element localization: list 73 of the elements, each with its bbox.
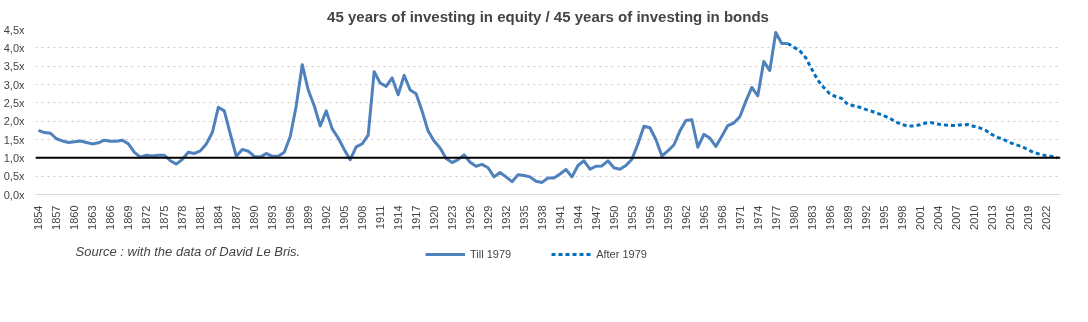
x-tick-label: 1977 [769,205,782,230]
x-tick-label: 1971 [733,205,746,230]
x-tick-label: 1944 [571,205,584,230]
x-tick-label: 1989 [841,205,854,230]
x-tick-label: 1998 [895,205,908,230]
x-tick-label: 1866 [104,205,117,230]
x-tick-label: 1896 [284,205,297,230]
x-tick-label: 2004 [931,205,944,230]
x-tick-label: 1887 [230,205,243,230]
x-tick-label: 1869 [122,205,135,230]
x-tick-label: 2022 [1039,205,1052,230]
x-tick-label: 1929 [482,205,495,230]
x-tick-label: 1911 [374,205,387,230]
y-tick-label: 3,5x [3,60,25,73]
y-tick-label: 1,5x [3,133,25,146]
x-tick-label: 1920 [428,205,441,230]
x-tick-label: 1941 [553,205,566,230]
x-tick-label: 1938 [536,205,549,230]
x-tick-label: 1947 [589,205,602,230]
y-tick-label: 4,5x [3,23,25,36]
x-tick-label: 2001 [913,205,926,230]
x-tick-label: 1914 [392,205,405,230]
line-series [37,30,790,184]
line-series [786,41,1059,160]
y-tick-label: 0,5x [3,170,25,183]
x-tick-label: 1857 [50,205,63,230]
x-tick-label: 1965 [697,205,710,230]
x-tick-label: 1986 [823,205,836,230]
x-tick-label: 1983 [805,205,818,230]
x-tick-label: 1968 [715,205,728,230]
x-tick-label: 1863 [86,205,99,230]
x-tick-label: 1881 [194,205,207,230]
legend-label: Till 1979 [470,248,512,260]
x-tick-label: 1932 [500,205,513,230]
x-tick-label: 2010 [967,205,980,230]
x-tick-label: 1950 [607,205,620,230]
x-tick-label: 1974 [751,205,764,230]
x-tick-label: 1923 [446,205,459,230]
x-tick-label: 2007 [949,205,962,230]
x-tick-label: 1962 [679,205,692,230]
x-tick-label: 1884 [212,205,225,230]
x-tick-label: 2019 [1021,205,1034,230]
y-tick-label: 3,0x [3,78,25,91]
x-tick-label: 1902 [320,205,333,230]
x-tick-label: 2016 [1003,205,1016,230]
x-tick-label: 2013 [985,205,998,230]
x-tick-label: 1959 [661,205,674,230]
x-tick-label: 1905 [338,205,351,230]
x-tick-label: 1953 [625,205,638,230]
x-tick-label: 1890 [248,205,261,230]
x-tick-label: 1872 [140,205,153,230]
x-tick-label: 1926 [464,205,477,230]
y-tick-label: 1,0x [3,151,25,164]
x-tick-label: 1908 [356,205,369,230]
x-tick-label: 1875 [158,205,171,230]
x-tick-label: 1917 [410,205,423,230]
chart-title: 45 years of investing in equity / 45 years of investing in bonds [327,7,769,25]
x-tick-label: 1935 [518,205,531,230]
x-tick-label: 1893 [266,205,279,230]
y-tick-label: 2,5x [3,96,25,109]
x-tick-label: 1956 [643,205,656,230]
x-tick-label: 1992 [859,205,872,230]
legend-label: After 1979 [596,248,647,260]
x-tick-label: 1980 [787,205,800,230]
x-tick-label: 1899 [302,205,315,230]
y-tick-label: 4,0x [3,41,25,54]
x-tick-label: 1854 [32,205,45,230]
x-tick-label: 1878 [176,205,189,230]
x-tick-label: 1860 [68,205,81,230]
y-tick-label: 2,0x [3,115,25,128]
x-tick-label: 1995 [877,205,890,230]
source-note: Source : with the data of David Le Bris. [75,243,301,259]
y-tick-label: 0,0x [3,188,25,201]
